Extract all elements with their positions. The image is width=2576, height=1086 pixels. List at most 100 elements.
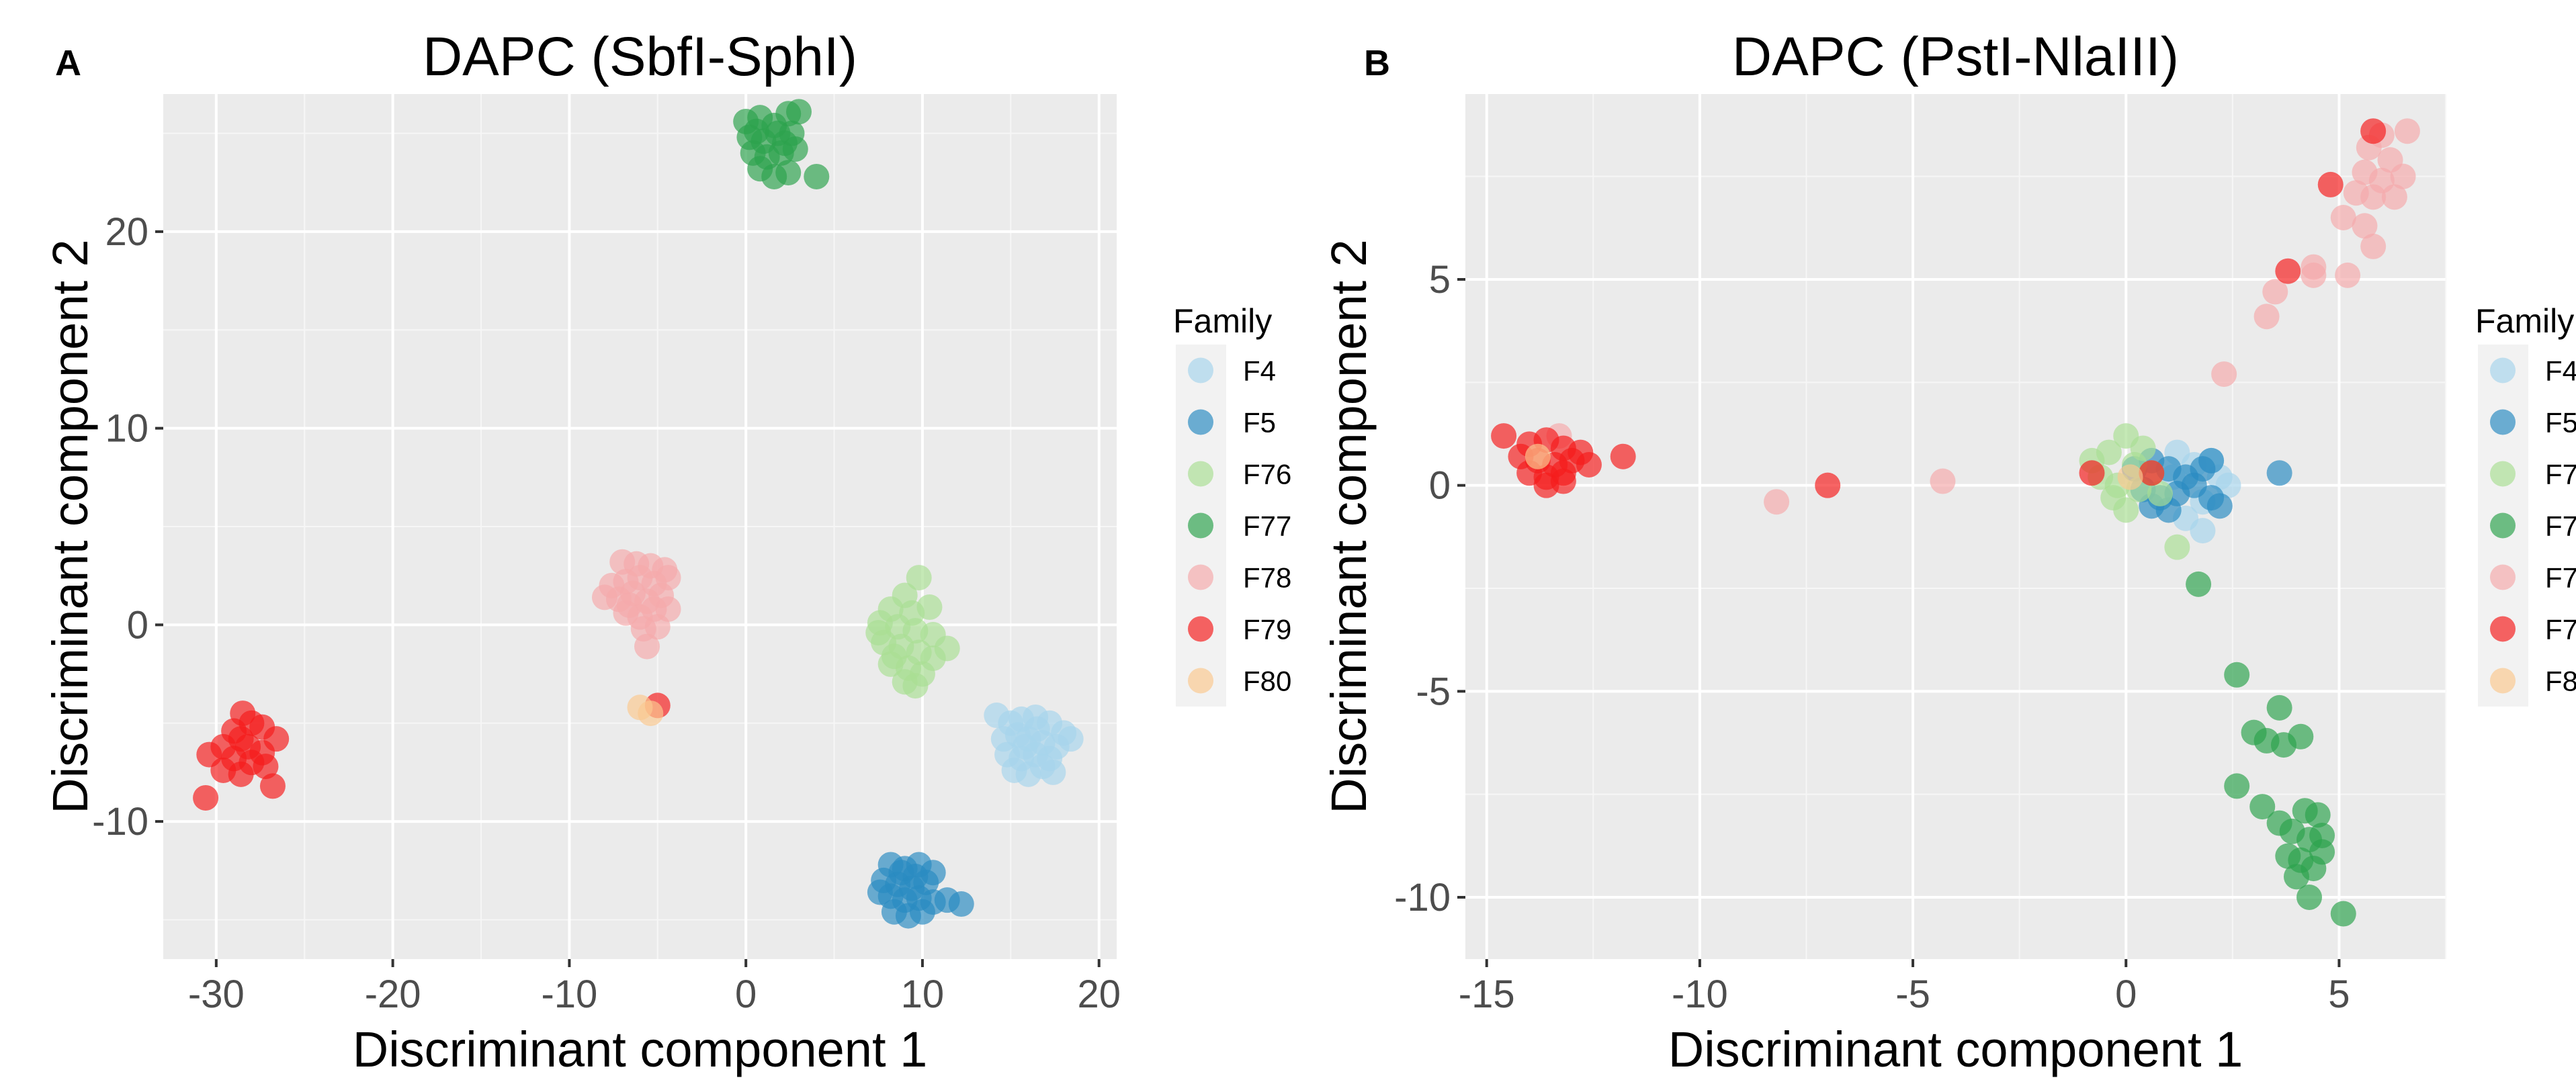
data-point <box>2266 694 2292 721</box>
data-point <box>1815 472 1841 498</box>
data-point <box>2262 279 2288 305</box>
legend-label-f4: F4 <box>2545 355 2576 387</box>
x-tick-label: -10 <box>1672 972 1728 1016</box>
data-point <box>771 130 798 156</box>
legend-label-f78: F78 <box>2545 562 2576 594</box>
y-tick-label: 0 <box>1429 464 1451 508</box>
data-point <box>1525 443 1551 469</box>
data-point <box>867 879 893 905</box>
data-point <box>2139 460 2165 486</box>
data-point <box>786 99 812 125</box>
panel-label: A <box>55 43 81 83</box>
data-point <box>2360 233 2387 259</box>
x-tick-label: 20 <box>1077 972 1121 1016</box>
y-tick-label: -10 <box>1394 876 1451 919</box>
legend-key-f4 <box>1188 357 1213 383</box>
series-f5 <box>867 852 974 929</box>
panel-b: -15 -10 -5 0 5 -10 -5 0 5 B DAPC (PstI-NlaIII) Disc… <box>1321 26 2576 1077</box>
chart-title: DAPC (SbfI-SphI) <box>423 26 857 87</box>
legend-label-f80: F80 <box>2545 666 2576 697</box>
data-point <box>2381 184 2407 210</box>
y-tick-label: 10 <box>105 407 148 451</box>
legend-key-f76 <box>1188 461 1213 487</box>
panel-label: B <box>1364 43 1390 83</box>
data-point <box>2224 662 2250 688</box>
data-point <box>888 860 914 886</box>
series-f80 <box>1525 443 2143 490</box>
series-f79 <box>193 692 671 811</box>
data-point <box>2164 534 2190 560</box>
data-point <box>909 899 935 925</box>
x-tick-label: 0 <box>735 972 757 1016</box>
legend-label-f4: F4 <box>1243 355 1276 387</box>
x-tick-label: -10 <box>541 972 597 1016</box>
data-point <box>253 754 279 780</box>
data-point <box>2305 802 2331 828</box>
legend-label-f79: F79 <box>2545 614 2576 645</box>
x-tick-label: -20 <box>365 972 421 1016</box>
x-tick-label: 0 <box>2115 972 2137 1016</box>
y-axis-title: Discriminant component 2 <box>42 239 98 813</box>
data-point <box>2330 901 2356 927</box>
legend-label-f5: F5 <box>1243 407 1276 439</box>
data-point <box>2283 864 2309 890</box>
legend-key-f77 <box>1188 512 1213 539</box>
series-f4 <box>984 703 1084 787</box>
legend-key-f80 <box>2490 668 2516 694</box>
legend-key-f78 <box>1188 564 1213 590</box>
data-point <box>2147 480 2173 506</box>
legend-label-f79: F79 <box>1243 614 1291 645</box>
panel-a: -30 -20 -10 0 10 20 -10 0 10 20 A DAPC (SbfI-SphI) D… <box>42 26 1291 1077</box>
y-tick-label: -10 <box>92 800 148 844</box>
legend-key-f78 <box>2490 564 2516 590</box>
x-axis-title: Discriminant component 1 <box>1668 1022 2243 1077</box>
data-point <box>2288 723 2314 750</box>
data-point <box>2301 262 2327 288</box>
x-tick-label: -30 <box>188 972 245 1016</box>
legend-key-f80 <box>1188 668 1213 694</box>
legend-key-f76 <box>2490 461 2516 487</box>
legend-key-f79 <box>1188 616 1213 642</box>
data-point <box>2394 118 2420 144</box>
data-point <box>1024 716 1050 742</box>
data-point <box>775 160 802 186</box>
data-point <box>916 594 943 621</box>
data-point <box>2206 493 2233 519</box>
data-point <box>644 614 671 640</box>
data-point <box>2117 464 2143 490</box>
x-axis-title: Discriminant component 1 <box>353 1022 927 1077</box>
data-point <box>2186 571 2212 597</box>
y-tick-label: -5 <box>1416 670 1451 713</box>
legend-title: Family <box>2475 302 2574 340</box>
series-f78 <box>591 549 681 660</box>
x-tick-label: -15 <box>1459 972 1515 1016</box>
data-point <box>804 163 830 189</box>
data-point <box>902 673 929 699</box>
legend-key-f5 <box>2490 409 2516 435</box>
series-f77 <box>733 99 830 189</box>
legend: Family F4 F5 F76 F77 F78 F79 F80 <box>1173 302 1291 707</box>
data-point <box>2330 205 2356 230</box>
series-f76 <box>865 565 960 699</box>
data-point <box>2360 118 2387 144</box>
data-point <box>2309 839 2335 865</box>
data-point <box>1491 423 1517 449</box>
legend-key-f4 <box>2490 357 2516 383</box>
series-f77 <box>2186 571 2356 927</box>
legend: Family F4 F5 F76 F77 F78 F79 F80 <box>2475 302 2576 707</box>
y-tick-label: 5 <box>1429 258 1451 302</box>
data-point <box>2390 163 2416 189</box>
data-point <box>1764 489 1790 515</box>
data-point <box>906 565 932 591</box>
data-point <box>1930 468 1956 494</box>
legend-label-f78: F78 <box>1243 562 1291 594</box>
y-axis-title: Discriminant component 2 <box>1321 239 1377 813</box>
legend-label-f5: F5 <box>2545 407 2576 439</box>
legend-key-f79 <box>2490 616 2516 642</box>
data-point <box>1012 733 1038 760</box>
legend-label-f77: F77 <box>1243 510 1291 542</box>
data-point <box>2190 518 2216 544</box>
legend-key-f77 <box>2490 512 2516 539</box>
legend-title: Family <box>1173 302 1272 340</box>
